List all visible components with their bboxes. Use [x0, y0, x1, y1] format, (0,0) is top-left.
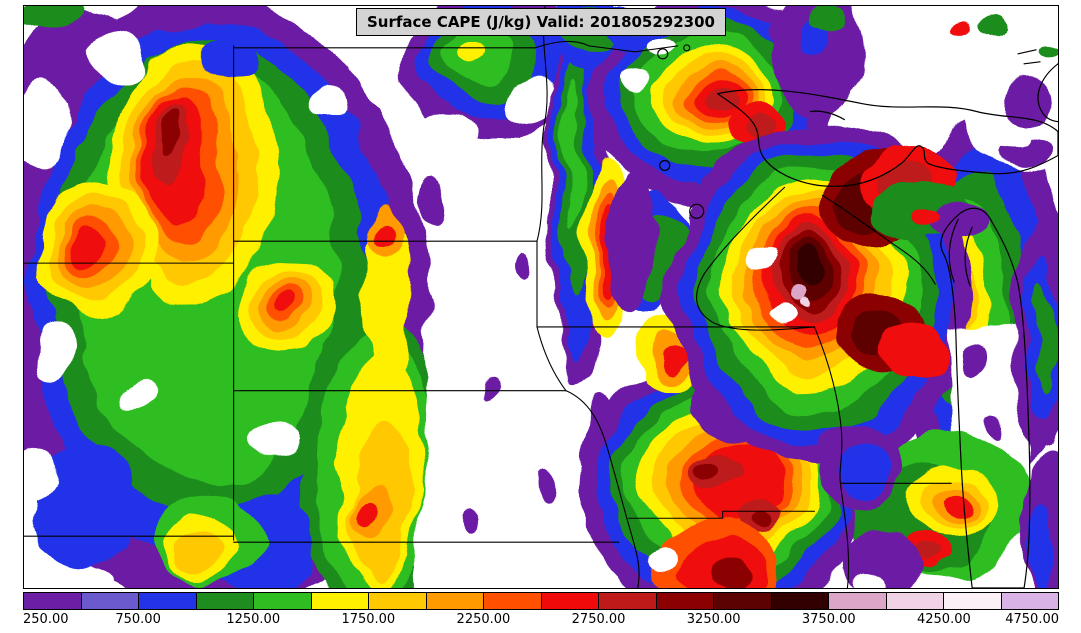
- isle-royale-outline: [809, 110, 846, 121]
- colorbar-tick-label: 1250.00: [226, 612, 281, 627]
- lakes: [659, 49, 1058, 588]
- colorbar-segment: [139, 593, 197, 609]
- colorbar-segment: [944, 593, 1002, 609]
- colorbar-tick-label: 3250.00: [686, 612, 741, 627]
- cape-field: [24, 6, 1058, 588]
- colorbar-segment: [886, 593, 944, 609]
- map-title-box: Surface CAPE (J/kg) Valid: 201805292300: [356, 8, 726, 36]
- colorbar-tick-label: 250.00: [23, 612, 69, 627]
- colorbar-tick-label: 4250.00: [916, 612, 971, 627]
- colorbar-tick-label: 2250.00: [456, 612, 511, 627]
- colorbar-segment: [656, 593, 714, 609]
- colorbar-tick-label: 750.00: [115, 612, 161, 627]
- colorbar: [23, 592, 1059, 610]
- colorbar-segment: [541, 593, 599, 609]
- colorbar-segment: [196, 593, 254, 609]
- colorbar-segment: [24, 593, 82, 609]
- cape-map-svg: [24, 6, 1058, 588]
- map-title: Surface CAPE (J/kg) Valid: 201805292300: [367, 13, 715, 31]
- mille-lacs-lake: [689, 203, 705, 219]
- colorbar-segment: [714, 593, 772, 609]
- colorbar-segment: [369, 593, 427, 609]
- colorbar-tick-label: 2750.00: [571, 612, 626, 627]
- colorbar-segment: [484, 593, 542, 609]
- lake-huron-outline: [1037, 63, 1058, 123]
- green-bay-outline: [948, 218, 973, 287]
- colorbar-tick-labels: 250.00 750.00 1250.00 1750.00 2250.00 2750.00…: [23, 612, 1059, 632]
- st-marys-channels: [1017, 49, 1041, 65]
- lake-michigan-outline: [940, 207, 1031, 588]
- colorbar-segment: [254, 593, 312, 609]
- colorbar-segment: [81, 593, 139, 609]
- colorbar-tick-label: 3750.00: [801, 612, 856, 627]
- colorbar-segment: [426, 593, 484, 609]
- colorbar-segment: [311, 593, 369, 609]
- colorbar-tick-label: 4750.00: [1005, 612, 1059, 627]
- colorbar-tick-label: 1750.00: [341, 612, 396, 627]
- leech-lake: [659, 159, 671, 172]
- colorbar-segment: [829, 593, 887, 609]
- colorbar-segment: [599, 593, 657, 609]
- state-borders: [24, 6, 952, 588]
- map-area: Surface CAPE (J/kg) Valid: 201805292300: [23, 5, 1059, 589]
- lake-superior-outline: [717, 88, 1058, 187]
- colorbar-segment: [771, 593, 829, 609]
- colorbar-segment: [1001, 593, 1058, 609]
